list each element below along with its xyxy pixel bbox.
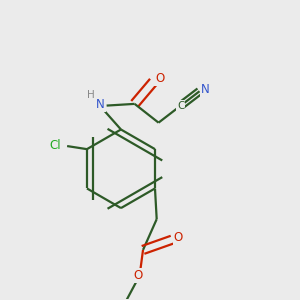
Text: H: H <box>87 90 95 100</box>
Text: C: C <box>177 100 184 111</box>
Text: N: N <box>201 83 210 96</box>
Text: O: O <box>174 232 183 244</box>
Text: O: O <box>155 72 164 86</box>
Text: Cl: Cl <box>50 139 61 152</box>
Text: O: O <box>133 269 142 282</box>
Text: N: N <box>96 98 105 111</box>
